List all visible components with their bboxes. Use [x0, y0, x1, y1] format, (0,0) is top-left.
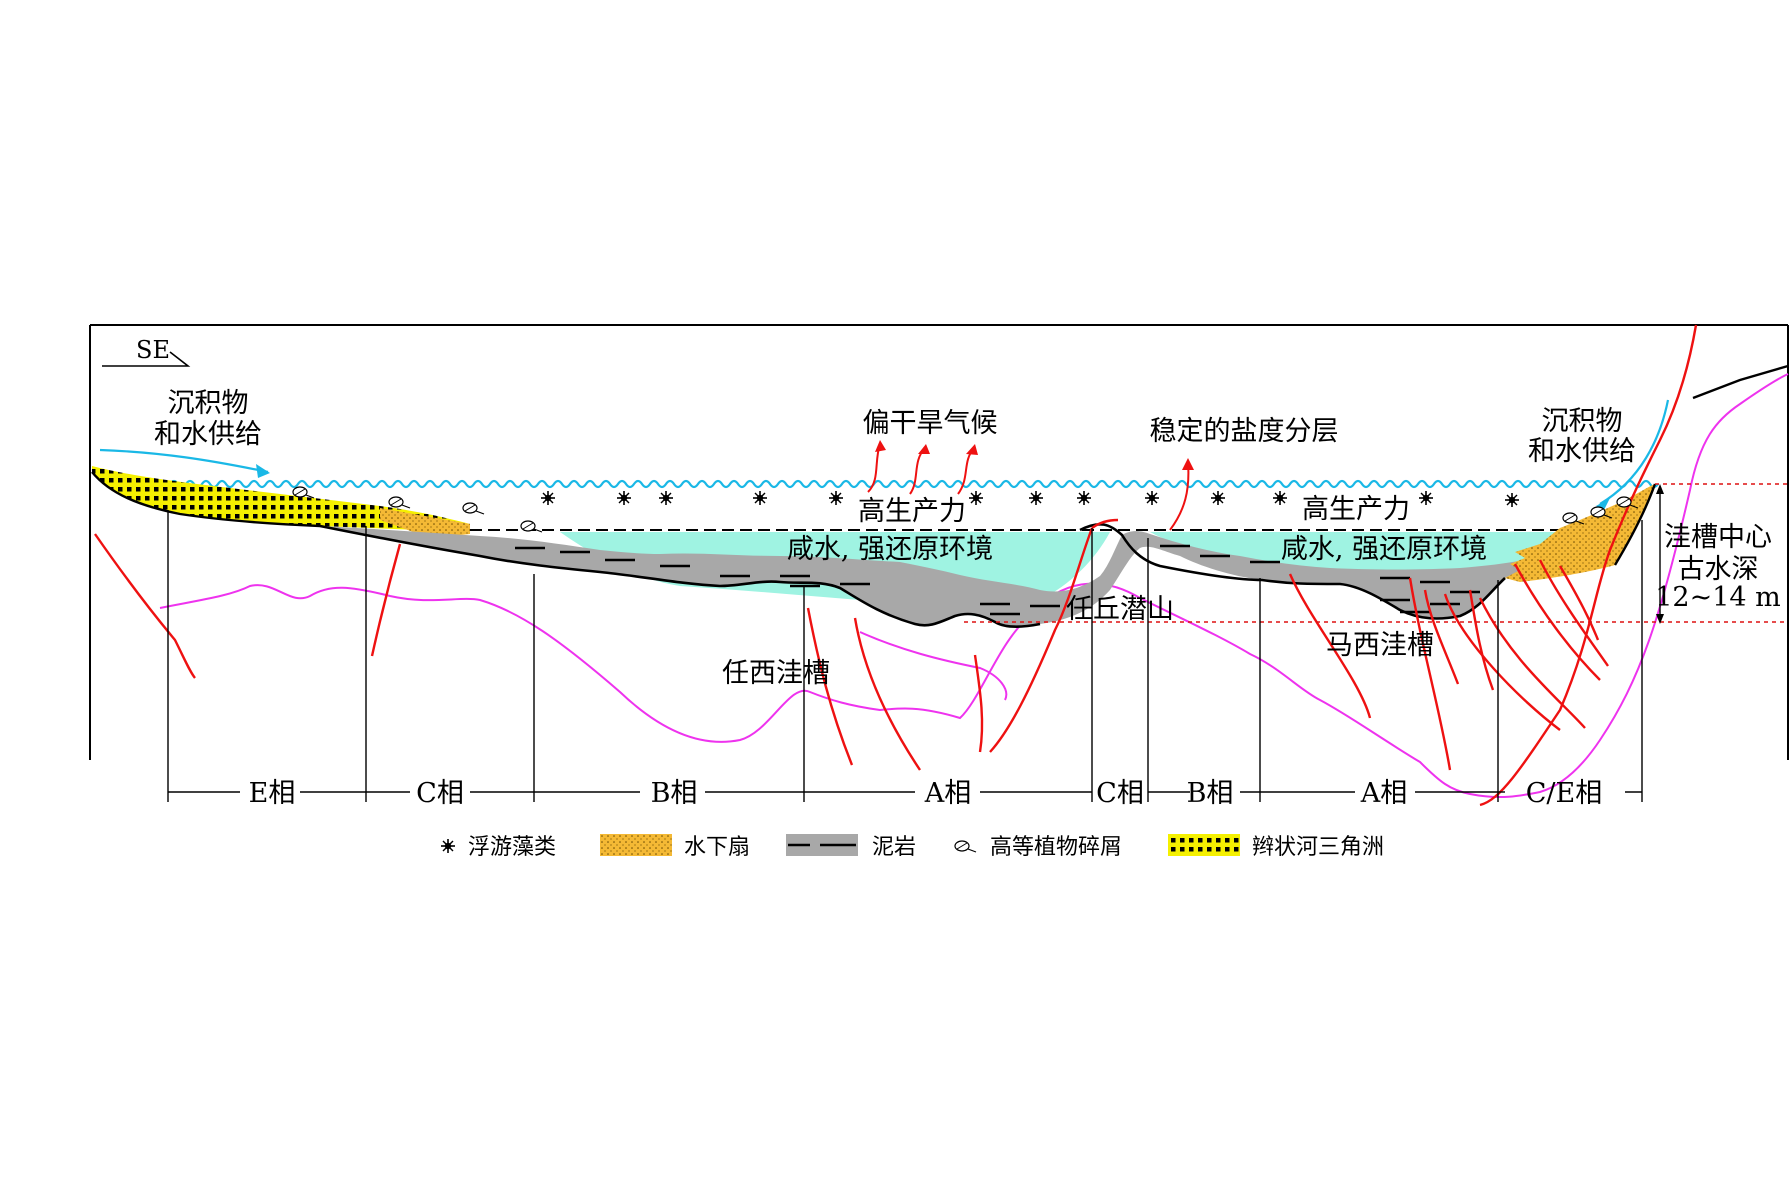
legend-label-braided-delta: 辫状河三角洲	[1252, 835, 1384, 860]
supply-label-right-line2: 和水供给	[1528, 436, 1636, 467]
plankton-icon	[440, 838, 456, 854]
legend: 浮游藻类 水下扇 泥岩 高等植物碎屑 辫状河三角洲	[440, 834, 1384, 860]
legend-item-plankton: 浮游藻类	[440, 835, 556, 860]
direction-indicator: SE	[102, 336, 191, 367]
facies-label-1: E相	[249, 778, 296, 809]
trough-label-left: 任西洼槽	[722, 658, 830, 689]
plant-debris-icon	[954, 840, 977, 853]
mudstone-layers	[319, 522, 1560, 629]
legend-item-plant-debris: 高等植物碎屑	[954, 835, 1122, 860]
braided-delta-left	[91, 466, 470, 538]
legend-item-fan: 水下扇	[600, 834, 750, 860]
trough-label-right: 马西洼槽	[1326, 630, 1434, 661]
legend-label-plant-debris: 高等植物碎屑	[990, 835, 1122, 860]
braided-delta-swatch	[1168, 834, 1240, 856]
productivity-label-right: 高生产力	[1302, 494, 1410, 525]
salinity-label: 稳定的盐度分层	[1150, 416, 1339, 447]
climate-label: 偏干旱气候	[863, 408, 998, 439]
facies-label-4: A相	[924, 778, 972, 809]
direction-label: SE	[136, 336, 170, 364]
underwater-fan-right	[1505, 483, 1657, 582]
facies-label-6: B相	[1187, 778, 1234, 809]
environment-label-left: 咸水, 强还原环境	[787, 534, 993, 565]
facies-label-7: A相	[1360, 778, 1408, 809]
depth-guides	[964, 483, 1788, 624]
depth-label-line3: 12~14 m	[1655, 582, 1781, 613]
faults	[94, 324, 1698, 807]
facies-label-2: C相	[416, 778, 464, 809]
legend-label-mudstone: 泥岩	[872, 835, 916, 860]
right-slope	[1692, 364, 1789, 400]
facies-label-3: B相	[651, 778, 698, 809]
legend-label-plankton: 浮游藻类	[468, 835, 556, 860]
supply-label-right-line1: 沉积物	[1542, 406, 1623, 437]
buried-hill-label: 任丘潜山	[1066, 594, 1174, 625]
climate-arrows	[867, 440, 1194, 531]
legend-item-braided-delta: 辫状河三角洲	[1168, 834, 1384, 860]
fan-swatch	[600, 834, 672, 856]
facies-label-5: C相	[1096, 778, 1144, 809]
supply-label-left-line1: 沉积物	[168, 388, 249, 419]
environment-label-right: 咸水, 强还原环境	[1281, 534, 1487, 565]
productivity-label-left: 高生产力	[858, 496, 966, 527]
depth-label-line2: 古水深	[1678, 554, 1759, 585]
facies-dividers	[167, 510, 1643, 802]
frame	[89, 324, 1789, 760]
legend-label-fan: 水下扇	[684, 835, 750, 860]
legend-item-mudstone: 泥岩	[786, 834, 916, 860]
supply-label-left-line2: 和水供给	[154, 419, 262, 450]
depth-label-line1: 洼槽中心	[1664, 522, 1772, 553]
facies-label-8: C/E相	[1526, 778, 1602, 809]
